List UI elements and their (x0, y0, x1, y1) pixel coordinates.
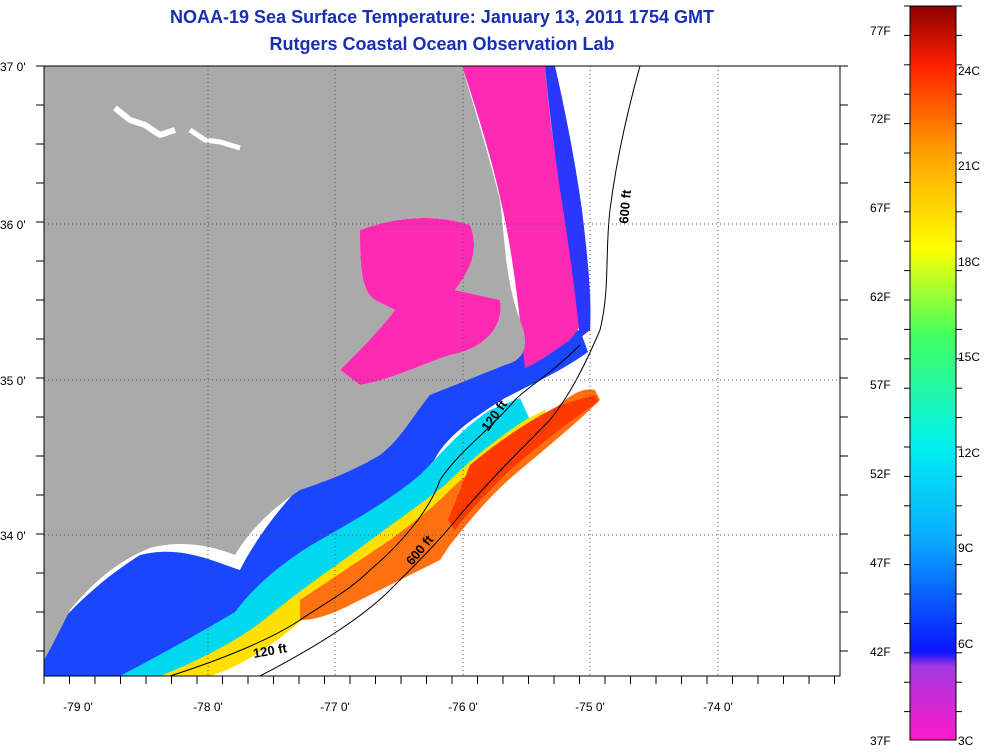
lon-label-75: -75 0' (575, 700, 605, 714)
colorbar-f-62: 62F (870, 290, 891, 304)
colorbar-f-52: 52F (870, 467, 891, 481)
colorbar-f-47: 47F (870, 556, 891, 570)
map-title: NOAA-19 Sea Surface Temperature: January… (170, 7, 714, 27)
sst-magenta-field (462, 66, 585, 368)
lon-label-74: -74 0' (703, 700, 733, 714)
colorbar-f-67: 67F (870, 201, 891, 215)
colorbar-c-15: 15C (958, 350, 981, 364)
colorbar-c-21: 21C (958, 159, 981, 173)
sst-blue-field (44, 330, 588, 676)
contour-120ft (169, 344, 581, 676)
sst-red-field (448, 395, 598, 530)
lat-label-37: 37 0' (0, 60, 26, 74)
colorbar-f-37: 37F (870, 734, 891, 748)
map-subtitle: Rutgers Coastal Ocean Observation Lab (269, 34, 615, 54)
lat-label-34: 34 0' (0, 529, 26, 543)
lon-label-79: -79 0' (63, 700, 93, 714)
lon-label-77: -77 0' (320, 700, 350, 714)
contour-label-120ft-south: 120 ft (252, 640, 289, 661)
sst-sound-field (340, 218, 501, 385)
contour-label-600ft-north: 600 ft (616, 188, 634, 224)
contour-600ft (259, 66, 641, 676)
colorbar-c-12: 12C (958, 446, 981, 460)
sst-cyan-field (120, 398, 530, 676)
colorbar-f-72: 72F (870, 112, 891, 126)
colorbar-f-77: 77F (870, 24, 891, 38)
colorbar-c-6: 6C (958, 637, 974, 651)
inland-river-2 (188, 127, 241, 151)
colorbar-f-42: 42F (870, 645, 891, 659)
lat-label-35: 35 0' (0, 374, 26, 388)
lat-label-36: 36 0' (0, 218, 26, 232)
colorbar-c-9: 9C (958, 541, 974, 555)
lat-lon-grid (44, 66, 840, 676)
colorbar (909, 5, 957, 741)
colorbar-c-18: 18C (958, 255, 981, 269)
colorbar-ticks (904, 5, 962, 713)
lon-label-78: -78 0' (193, 700, 223, 714)
axis-ticks (36, 65, 848, 684)
lon-label-76: -76 0' (448, 700, 478, 714)
map-frame (43, 65, 841, 677)
inland-river-1 (113, 105, 176, 139)
land-mass (44, 66, 525, 660)
colorbar-c-24: 24C (958, 64, 981, 78)
colorbar-c-3: 3C (958, 734, 974, 748)
colorbar-f-57: 57F (870, 378, 891, 392)
sst-blue-north-field (545, 66, 591, 338)
